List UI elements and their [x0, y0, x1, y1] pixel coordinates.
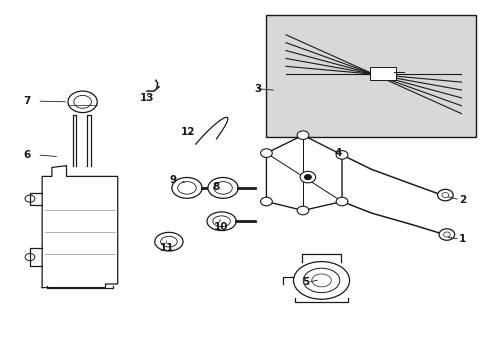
- Text: 2: 2: [458, 195, 466, 205]
- Text: 8: 8: [212, 182, 220, 192]
- Circle shape: [300, 171, 315, 183]
- Text: 11: 11: [159, 243, 174, 253]
- Text: 3: 3: [254, 84, 261, 94]
- Circle shape: [304, 175, 311, 180]
- Ellipse shape: [206, 212, 236, 230]
- Circle shape: [260, 149, 272, 157]
- Circle shape: [297, 206, 308, 215]
- Bar: [266, 15, 475, 137]
- Circle shape: [437, 189, 452, 201]
- Text: 9: 9: [169, 175, 176, 185]
- Bar: [369, 67, 396, 80]
- Text: 12: 12: [181, 127, 195, 136]
- Text: 6: 6: [23, 150, 31, 160]
- Circle shape: [335, 197, 347, 206]
- Circle shape: [297, 131, 308, 139]
- Ellipse shape: [155, 232, 183, 251]
- Circle shape: [438, 229, 454, 240]
- Circle shape: [260, 197, 272, 206]
- Text: 1: 1: [458, 234, 466, 244]
- Ellipse shape: [207, 177, 238, 198]
- Ellipse shape: [171, 177, 202, 198]
- Circle shape: [335, 150, 347, 159]
- Text: 7: 7: [23, 96, 31, 106]
- Text: 10: 10: [213, 222, 228, 231]
- Text: 5: 5: [302, 277, 308, 287]
- Text: 13: 13: [140, 93, 154, 103]
- Text: 4: 4: [334, 148, 342, 158]
- Ellipse shape: [293, 262, 349, 299]
